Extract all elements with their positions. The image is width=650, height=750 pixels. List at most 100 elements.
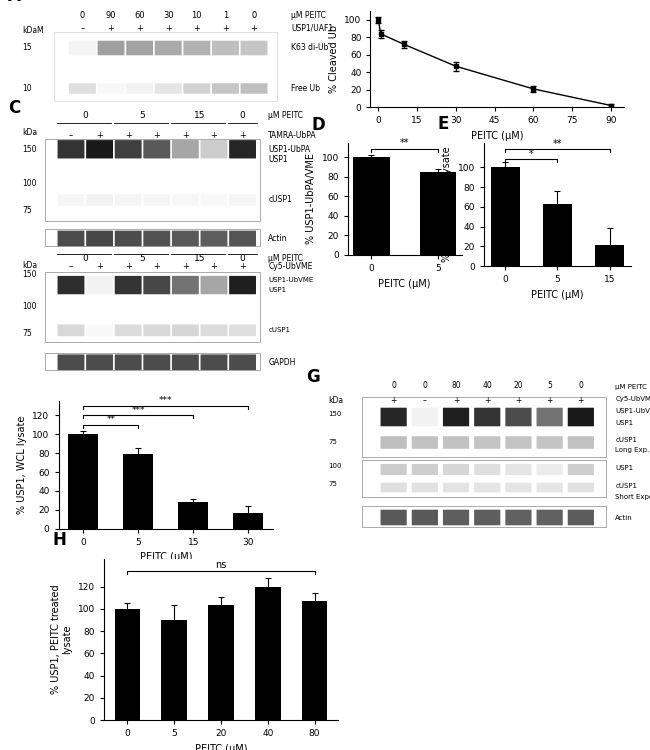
FancyBboxPatch shape (411, 464, 438, 475)
FancyBboxPatch shape (240, 83, 267, 94)
FancyBboxPatch shape (201, 355, 227, 370)
Text: 150: 150 (328, 411, 341, 417)
Text: +: + (182, 130, 188, 140)
X-axis label: PEITC (μM): PEITC (μM) (471, 130, 523, 141)
FancyBboxPatch shape (380, 408, 407, 426)
Text: 0: 0 (391, 381, 396, 390)
Text: G: G (306, 368, 320, 386)
FancyBboxPatch shape (505, 510, 532, 525)
FancyBboxPatch shape (115, 194, 142, 206)
FancyBboxPatch shape (474, 464, 500, 475)
Text: F: F (0, 373, 1, 391)
FancyBboxPatch shape (411, 510, 438, 525)
FancyBboxPatch shape (536, 408, 563, 426)
Text: 75: 75 (22, 328, 32, 338)
Text: +: + (484, 396, 491, 405)
Bar (46, 139, 260, 221)
Text: 0: 0 (252, 10, 257, 20)
FancyBboxPatch shape (201, 140, 227, 158)
Text: 20: 20 (514, 381, 523, 390)
FancyBboxPatch shape (229, 355, 256, 370)
Text: +: + (165, 24, 172, 33)
FancyBboxPatch shape (536, 464, 563, 475)
Text: 40: 40 (482, 381, 492, 390)
Text: cUSP1: cUSP1 (268, 196, 292, 205)
Text: 5: 5 (547, 381, 552, 390)
Text: GAPDH: GAPDH (268, 358, 296, 367)
Text: 60: 60 (135, 10, 145, 20)
Text: 1: 1 (223, 10, 228, 20)
FancyBboxPatch shape (86, 355, 113, 370)
Text: 15: 15 (22, 44, 32, 52)
Text: M: M (36, 26, 43, 34)
X-axis label: PEITC (μM): PEITC (μM) (531, 290, 584, 300)
Y-axis label: % USP1-UbPA/VME: % USP1-UbPA/VME (306, 153, 316, 244)
Bar (353, 158, 389, 255)
Bar (178, 503, 208, 529)
Text: kDa: kDa (328, 396, 343, 405)
Y-axis label: % Cleaved Ub: % Cleaved Ub (329, 26, 339, 93)
FancyBboxPatch shape (201, 231, 227, 246)
FancyBboxPatch shape (411, 483, 438, 492)
Text: 30: 30 (163, 10, 174, 20)
Text: μM PEITC: μM PEITC (268, 254, 303, 263)
Bar (46, 272, 260, 342)
FancyBboxPatch shape (58, 194, 84, 206)
Text: USP1: USP1 (268, 287, 287, 293)
Text: 100: 100 (328, 464, 342, 470)
X-axis label: PEITC (μM): PEITC (μM) (140, 552, 192, 562)
FancyBboxPatch shape (86, 325, 113, 336)
FancyBboxPatch shape (126, 40, 153, 56)
FancyBboxPatch shape (474, 408, 500, 426)
Bar (543, 204, 572, 266)
Text: +: + (96, 262, 103, 271)
Text: 0: 0 (578, 381, 583, 390)
Text: A: A (8, 0, 21, 5)
FancyBboxPatch shape (172, 355, 199, 370)
FancyBboxPatch shape (505, 436, 532, 448)
Text: +: + (153, 130, 160, 140)
Text: +: + (391, 396, 397, 405)
FancyBboxPatch shape (86, 276, 113, 294)
Text: Free Ub: Free Ub (291, 84, 320, 93)
FancyBboxPatch shape (474, 510, 500, 525)
FancyBboxPatch shape (411, 408, 438, 426)
FancyBboxPatch shape (172, 140, 199, 158)
Text: 5: 5 (140, 111, 146, 120)
FancyBboxPatch shape (115, 276, 142, 294)
FancyBboxPatch shape (69, 40, 96, 56)
Text: kDa: kDa (22, 261, 38, 270)
FancyBboxPatch shape (144, 355, 170, 370)
Text: Cy5-UbVME: Cy5-UbVME (615, 396, 650, 402)
Text: B: B (307, 0, 320, 4)
Text: +: + (547, 396, 553, 405)
FancyBboxPatch shape (115, 231, 142, 246)
Text: Short Exposure: Short Exposure (615, 494, 650, 500)
FancyBboxPatch shape (505, 464, 532, 475)
Text: –: – (69, 262, 73, 271)
Text: 100: 100 (22, 179, 37, 188)
Text: +: + (136, 24, 143, 33)
Text: **: ** (400, 138, 410, 148)
Text: cUSP1: cUSP1 (268, 327, 291, 333)
FancyBboxPatch shape (567, 510, 594, 525)
FancyBboxPatch shape (86, 140, 113, 158)
FancyBboxPatch shape (155, 40, 181, 56)
Text: 5: 5 (140, 254, 146, 263)
Text: USP1: USP1 (615, 465, 633, 471)
FancyBboxPatch shape (172, 325, 199, 336)
Text: kDa: kDa (22, 26, 38, 34)
Text: K63 di-Ub: K63 di-Ub (291, 44, 328, 52)
FancyBboxPatch shape (183, 40, 210, 56)
Text: +: + (96, 130, 103, 140)
FancyBboxPatch shape (567, 464, 594, 475)
Bar (114, 609, 140, 720)
FancyBboxPatch shape (380, 436, 407, 448)
FancyBboxPatch shape (474, 483, 500, 492)
Text: 0: 0 (240, 254, 246, 263)
Text: 0: 0 (83, 254, 88, 263)
FancyBboxPatch shape (567, 408, 594, 426)
Text: +: + (211, 262, 217, 271)
Text: +: + (239, 130, 246, 140)
Bar (124, 454, 153, 529)
